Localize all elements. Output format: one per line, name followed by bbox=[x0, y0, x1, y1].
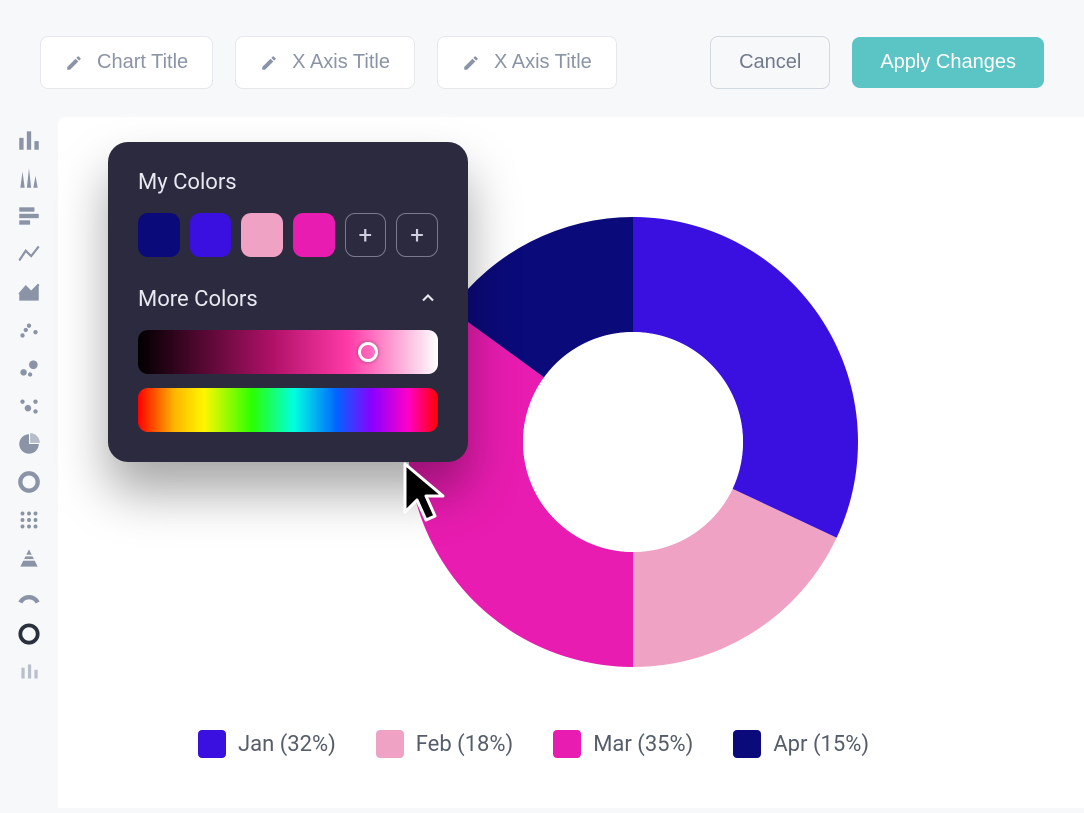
hue-slider[interactable] bbox=[138, 388, 438, 432]
legend-label: Jan (32%) bbox=[238, 732, 336, 757]
legend-item[interactable]: Feb (18%) bbox=[376, 730, 513, 758]
chart-legend: Jan (32%) Feb (18%) Mar (35%) Apr (15%) bbox=[198, 730, 869, 758]
x-axis-title-button-1[interactable]: X Axis Title bbox=[235, 36, 415, 89]
add-color-button[interactable]: + bbox=[396, 213, 438, 257]
x-axis-title-button-2[interactable]: X Axis Title bbox=[437, 36, 617, 89]
x-axis-title-2-label: X Axis Title bbox=[494, 51, 592, 74]
add-color-button[interactable]: + bbox=[345, 213, 387, 257]
line-icon[interactable] bbox=[14, 239, 44, 269]
color-swatch[interactable] bbox=[138, 213, 180, 257]
legend-label: Mar (35%) bbox=[593, 732, 693, 757]
color-swatch[interactable] bbox=[241, 213, 283, 257]
x-axis-title-1-label: X Axis Title bbox=[292, 51, 390, 74]
bubble2-icon[interactable] bbox=[14, 391, 44, 421]
scatter-icon[interactable] bbox=[14, 315, 44, 345]
bar-icon[interactable] bbox=[14, 125, 44, 155]
color-swatch[interactable] bbox=[190, 213, 232, 257]
pie-icon[interactable] bbox=[14, 429, 44, 459]
pyramid-icon[interactable] bbox=[14, 543, 44, 573]
pencil-icon bbox=[260, 54, 278, 72]
stacked-bar-icon[interactable] bbox=[14, 201, 44, 231]
legend-swatch bbox=[376, 730, 404, 758]
area-icon[interactable] bbox=[14, 277, 44, 307]
color-swatch[interactable] bbox=[293, 213, 335, 257]
legend-item[interactable]: Mar (35%) bbox=[553, 730, 693, 758]
chart-title-button[interactable]: Chart Title bbox=[40, 36, 213, 89]
ring-icon[interactable] bbox=[14, 619, 44, 649]
my-colors-row: ++ bbox=[138, 213, 438, 257]
bubble-icon[interactable] bbox=[14, 353, 44, 383]
dotmatrix-icon[interactable] bbox=[14, 505, 44, 535]
saturation-handle[interactable] bbox=[358, 342, 378, 362]
cancel-button[interactable]: Cancel bbox=[710, 36, 830, 89]
legend-label: Apr (15%) bbox=[773, 732, 869, 757]
legend-item[interactable]: Jan (32%) bbox=[198, 730, 336, 758]
legend-swatch bbox=[553, 730, 581, 758]
donut-icon[interactable] bbox=[14, 467, 44, 497]
my-colors-title: My Colors bbox=[138, 170, 438, 195]
legend-item[interactable]: Apr (15%) bbox=[733, 730, 869, 758]
spike-bar-icon[interactable] bbox=[14, 163, 44, 193]
pencil-icon bbox=[65, 54, 83, 72]
color-picker-popover: My Colors ++ More Colors bbox=[108, 142, 468, 462]
legend-label: Feb (18%) bbox=[416, 732, 513, 757]
gauge-icon[interactable] bbox=[14, 581, 44, 611]
chart-title-label: Chart Title bbox=[97, 51, 188, 74]
more-colors-title: More Colors bbox=[138, 287, 258, 312]
toolbar: Chart Title X Axis Title X Axis Title Ca… bbox=[0, 0, 1084, 117]
legend-swatch bbox=[198, 730, 226, 758]
saturation-slider[interactable] bbox=[138, 330, 438, 374]
legend-swatch bbox=[733, 730, 761, 758]
pencil-icon bbox=[462, 54, 480, 72]
candlestick-icon[interactable] bbox=[14, 657, 44, 687]
apply-changes-button[interactable]: Apply Changes bbox=[852, 37, 1044, 88]
chevron-up-icon[interactable] bbox=[418, 288, 438, 312]
chart-type-sidebar bbox=[0, 117, 58, 808]
